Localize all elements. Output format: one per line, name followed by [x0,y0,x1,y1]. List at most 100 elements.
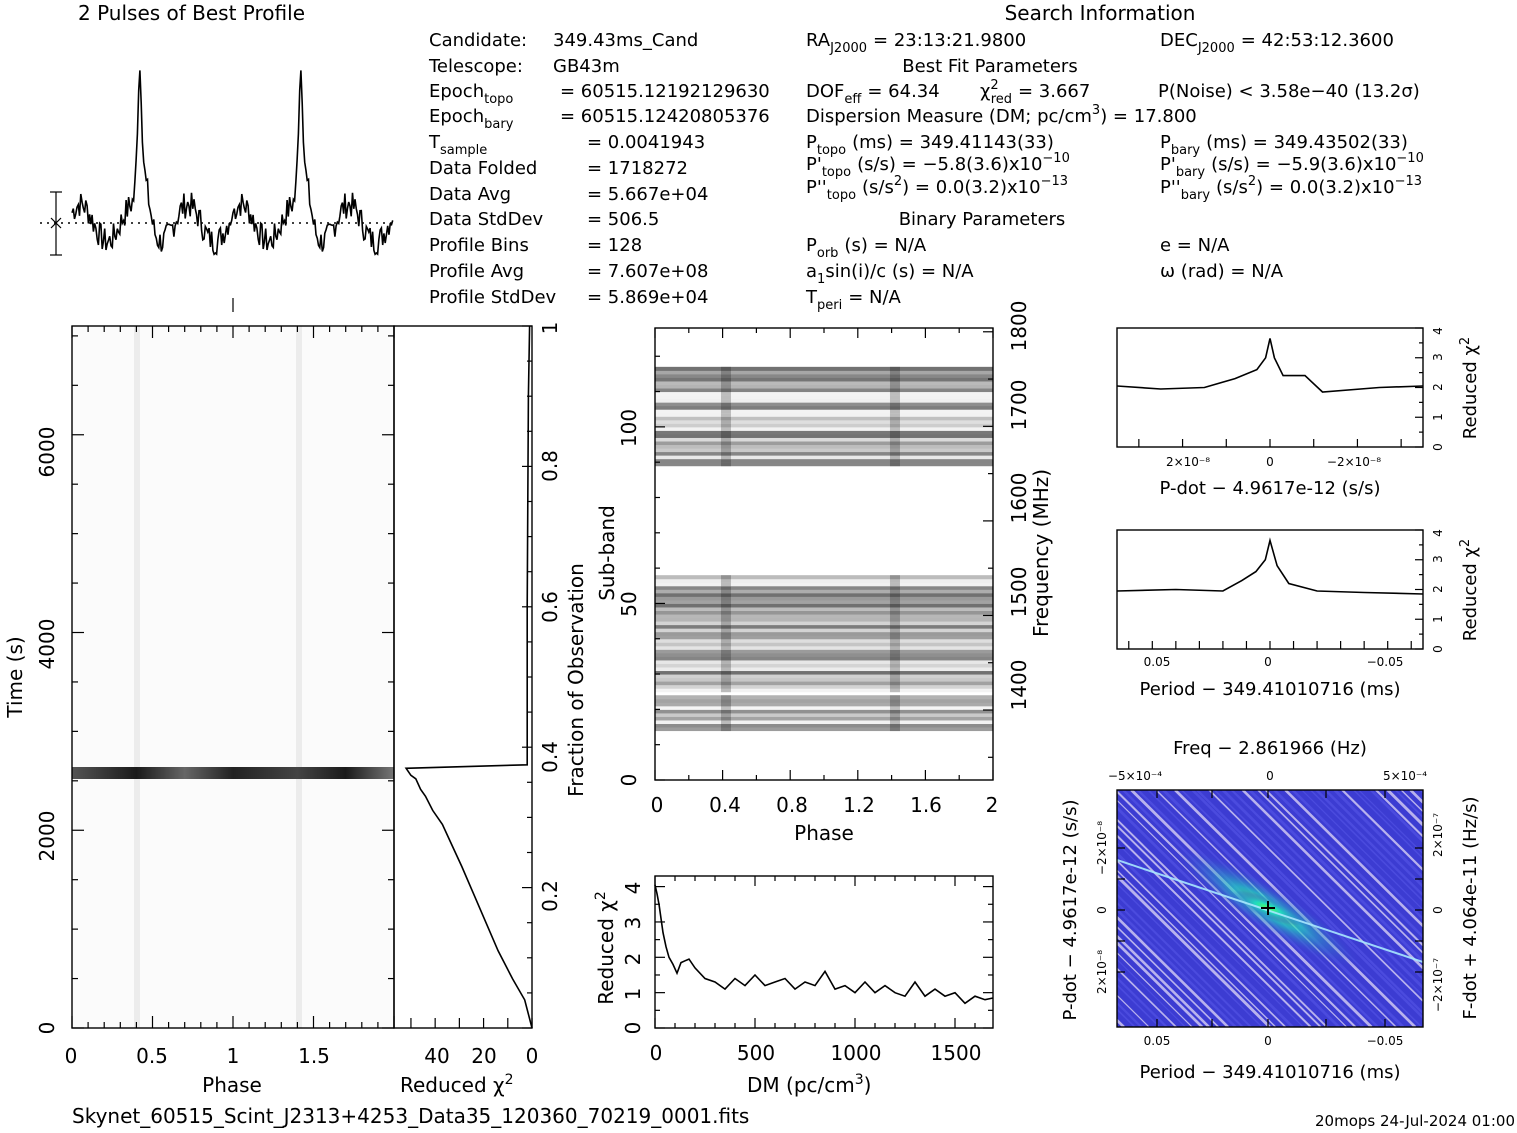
p-pdot-streak [1117,941,1204,1027]
subband-pulse-cell [889,727,900,732]
pd-ytick-1: 1 [1431,413,1445,421]
subband-pulse-cell [889,635,900,640]
subband-pulse-cell [889,695,900,700]
subband-row [655,638,993,643]
subband-row [655,391,993,396]
subband-row [655,642,993,647]
subband-row [655,606,993,611]
subband-ticks [654,328,994,781]
p-pdot-streak [1301,790,1423,911]
subband-pulse-cell [889,592,900,597]
subband-pulse-cell [889,589,900,594]
dm-xtick-2: 1000 [831,1041,882,1065]
subband-pulse-cell [720,677,731,682]
subband-pulse-cell [889,670,900,675]
subband-pulse-cell [720,388,731,393]
subband-row [655,462,993,467]
p-pdot-streak [1264,790,1423,947]
info-profavg-label: Profile Avg [429,261,524,282]
subband-row [655,635,993,640]
info-epochtopo-label: Epochtopo [429,81,513,107]
pp-title: Freq − 2.861966 (Hz) [1173,738,1367,759]
subband-pulse-cell [720,705,731,710]
p-pdot-streak [1117,958,1186,1027]
subband-pulse-cell [889,606,900,611]
subband-pulse-cell [889,373,900,378]
subband-pulse-cell [889,677,900,682]
subband-pulse-cell [720,631,731,636]
p-pdot-streak [1358,790,1423,855]
subband-pulse-cell [720,698,731,703]
dm-xtick-1: 500 [737,1041,775,1065]
info-epochbary-label: Epochbary [429,106,514,132]
search-pdtopo: P'topo (s/s) = −5.8(3.6)x10−10 [806,151,1070,180]
subband-row [655,674,993,679]
chi2-pdot-ticks [1138,327,1423,448]
search-pnoise: P(Noise) < 3.58e−40 (13.2σ) [1158,81,1420,102]
subband-pulse-cell [720,405,731,410]
subband-row [655,667,993,672]
dm-ytick-1: 1 [621,988,645,1001]
chi2-period-panel: 0.05 0 −0.05 Period − 349.41010716 (ms) … [1116,529,1481,700]
chi2-time-panel: 40 20 0 Reduced χ2 0.2 0.4 0.6 0.8 1 Fra… [393,322,588,1097]
subband-row [655,433,993,438]
subband-pulse-cell [889,409,900,414]
info-folded-label: Data Folded [429,158,537,179]
subband-row [655,599,993,604]
chi2-time-line [404,325,533,1029]
tp-xtick-2: 1 [227,1044,240,1068]
search-tperi: Tperi = N/A [805,287,902,313]
p-pdot-streak [1353,790,1423,860]
pr-ytick-1: 1 [1431,615,1445,623]
search-porb: Porb (s) = N/A [806,235,927,261]
footer-filename: Skynet_60515_Scint_J2313+4253_Data35_120… [72,1104,749,1128]
sb-xlabel: Phase [794,821,854,845]
subband-row [655,663,993,668]
subband-pulse-cell [889,723,900,728]
subband-pulse-cell [720,373,731,378]
pp-ylabel2: F-dot + 4.064e-11 (Hz/s) [1460,796,1481,1019]
subband-pulse-cell [720,617,731,622]
subband-row [655,395,993,400]
subband-row [655,370,993,375]
subband-pulse-cell [889,621,900,626]
p-pdot-streak [1284,790,1423,928]
subband-pulse-cell [889,624,900,629]
sb-xtick-4: 1.6 [910,793,942,817]
subband-pulse-cell [889,684,900,689]
subband-row [655,437,993,442]
sb-xtick-1: 0.4 [709,793,741,817]
search-pddtopo: P''topo (s/s2) = 0.0(3.2)x10−13 [806,174,1068,203]
search-ecc: e = N/A [1160,235,1230,256]
subband-pulse-cell [889,426,900,431]
sb-ytick-2: 100 [617,409,641,447]
ct-xlabel: Reduced χ2 [400,1072,514,1097]
ct-xtick-2: 0 [526,1044,539,1068]
p-pdot-streak [1324,790,1423,889]
info-avg-value: = 5.667e+04 [587,184,708,205]
subband-pulse-cell [889,709,900,714]
pr-xtick-2: −0.05 [1367,655,1404,669]
subband-pulse-cell [720,589,731,594]
pp-ylabel: P-dot − 4.9617e-12 (s/s) [1060,799,1081,1020]
chi2-dm-line [654,884,994,1005]
info-avg-label: Data Avg [429,184,511,205]
binary-title: Binary Parameters [899,209,1066,230]
p-pdot-streak [1117,976,1168,1027]
subband-pulse-cell [889,419,900,424]
sb-xtick-2: 0.8 [776,793,808,817]
subband-pulse-cell [889,716,900,721]
subband-row [655,723,993,728]
subband-row [655,705,993,710]
subband-pulse-cell [889,384,900,389]
chi2-time-ticks [410,325,533,1029]
subband-row [655,589,993,594]
subband-pulse-cell [889,412,900,417]
subband-row [655,659,993,664]
p-pdot-streak [1117,915,1229,1027]
pr-ytick-3: 3 [1431,555,1445,563]
search-pdbary: P'bary (s/s) = −5.9(3.6)x10−10 [1160,151,1424,180]
sb-ytick-1: 50 [617,591,641,616]
subband-pulse-cell [720,649,731,654]
